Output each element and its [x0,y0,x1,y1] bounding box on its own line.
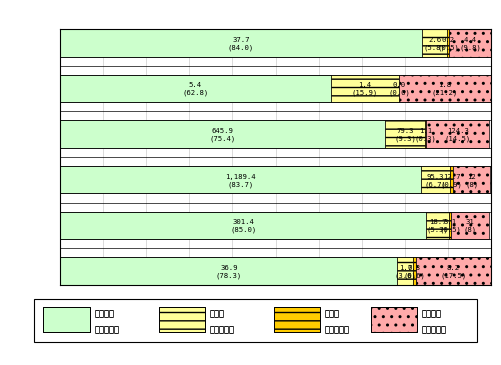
Bar [60,212,426,239]
Text: 0.0: 0.0 [393,82,406,88]
Text: 12.7: 12.7 [443,174,460,180]
Bar [274,307,320,332]
Text: 301.4: 301.4 [232,219,254,225]
Text: 昼のみ: 昼のみ [209,310,224,319]
Bar [159,307,205,332]
Bar [371,307,417,332]
Bar [274,307,320,332]
Text: 124.3: 124.3 [447,128,468,134]
Text: (83.7): (83.7) [227,181,254,188]
Text: 1,189.4: 1,189.4 [225,174,256,180]
Text: 79.3: 79.3 [396,128,414,134]
Text: 36.9: 36.9 [220,265,237,271]
Text: 夜のみ: 夜のみ [325,310,340,319]
Bar [60,29,422,57]
Text: (0.5): (0.5) [439,227,461,233]
Text: 1.4: 1.4 [358,82,372,88]
Bar [422,29,447,57]
Text: 12: 12 [467,174,476,180]
Bar [413,257,415,285]
Bar [451,212,489,239]
Bar [60,257,397,285]
Text: (9.3): (9.3) [394,135,416,142]
Text: 0.3: 0.3 [408,265,421,271]
Text: (15.9): (15.9) [352,90,378,96]
Text: 昼のみ: 昼のみ [209,310,224,319]
Bar [371,307,417,332]
Text: 18.7: 18.7 [429,219,446,225]
Text: 基準値超過: 基準値超過 [421,325,446,334]
Text: (17.5): (17.5) [440,272,466,279]
Bar [449,166,453,193]
Text: 夜のみ: 夜のみ [325,310,340,319]
Text: (75.4): (75.4) [209,135,235,142]
Text: (9.8): (9.8) [459,44,481,51]
Bar [60,75,331,102]
Text: (8): (8) [464,227,477,233]
Text: (0.0): (0.0) [388,90,410,96]
Bar [397,257,413,285]
Text: 昬夜とも: 昬夜とも [94,310,114,319]
Bar [399,75,490,102]
Bar [60,120,385,148]
Text: (21.2): (21.2) [432,90,458,96]
Text: 1.8: 1.8 [438,82,451,88]
Text: 1.7: 1.7 [399,265,412,271]
Bar [34,299,477,342]
Bar [331,75,399,102]
Text: 基準値以下: 基準値以下 [209,325,234,334]
Text: 基準値以下: 基準値以下 [325,325,350,334]
Text: (8): (8) [465,181,478,188]
Text: (14.5): (14.5) [444,135,471,142]
Text: (5.3): (5.3) [427,227,449,233]
Text: (84.0): (84.0) [228,44,254,51]
Text: 基準値以下: 基準値以下 [94,325,119,334]
Text: 昬夜とも: 昬夜とも [421,310,441,319]
Text: (62.8): (62.8) [182,90,208,96]
Text: 645.9: 645.9 [211,128,233,134]
Text: (0.9): (0.9) [440,181,462,188]
Text: 基準値以下: 基準値以下 [325,325,350,334]
Bar [449,29,491,57]
Text: 5.4: 5.4 [189,82,202,88]
Text: (6.7): (6.7) [424,181,446,188]
Text: 31: 31 [466,219,474,225]
Text: 基準値以下: 基準値以下 [209,325,234,334]
Bar [453,166,489,193]
Text: 基準値超過: 基準値超過 [421,325,446,334]
Text: 0.2: 0.2 [441,37,455,43]
Text: 基準値以下: 基準値以下 [94,325,119,334]
Text: (78.3): (78.3) [215,272,242,279]
Text: 8.2: 8.2 [447,265,460,271]
Text: 4.4: 4.4 [464,37,477,43]
Bar [60,166,421,193]
Bar [426,212,449,239]
Bar [385,120,425,148]
Text: 昬夜とも: 昬夜とも [421,310,441,319]
Text: 昬夜とも: 昬夜とも [94,310,114,319]
Bar [421,166,449,193]
Text: (85.0): (85.0) [230,227,257,233]
Text: (5.8): (5.8) [424,44,445,51]
Bar [449,212,451,239]
Text: (0.6): (0.6) [403,272,425,279]
Text: 1.1: 1.1 [419,128,432,134]
Bar [44,307,90,332]
Bar [426,120,489,148]
Text: 3.1: 3.1 [444,219,457,225]
Text: 2.6: 2.6 [428,37,441,43]
Text: 95.3: 95.3 [426,174,444,180]
Text: 37.7: 37.7 [232,37,250,43]
Bar [447,29,449,57]
Bar [159,307,205,332]
Text: (0.5): (0.5) [437,44,459,51]
Text: (0.3): (0.3) [415,135,437,142]
Bar [425,120,426,148]
Bar [415,257,491,285]
Bar [44,307,90,332]
Text: (3.6): (3.6) [394,272,416,279]
